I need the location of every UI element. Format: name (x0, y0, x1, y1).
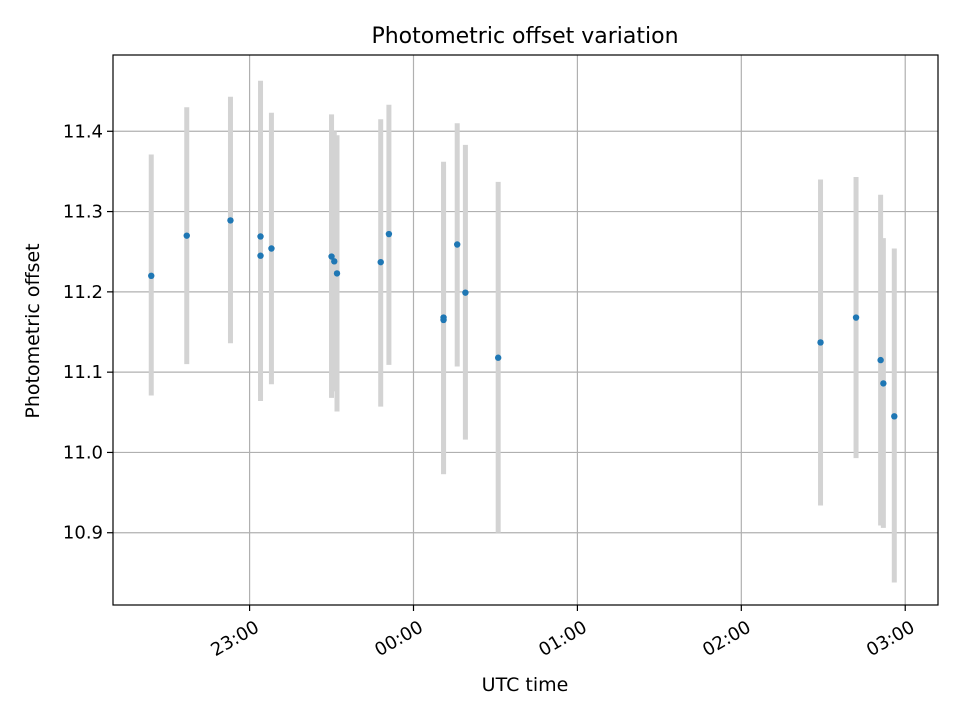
y-tick-label: 11.1 (63, 362, 103, 383)
y-axis-ticks: 10.9 11.0 11.1 11.2 11.3 11.4 (63, 121, 113, 544)
y-tick-label: 11.0 (63, 442, 103, 463)
data-point (333, 270, 341, 277)
data-point (877, 356, 884, 364)
y-tick-label: 11.4 (63, 121, 103, 142)
y-tick-label: 11.3 (63, 202, 103, 223)
chart-title: Photometric offset variation (371, 24, 678, 49)
x-tick-label: 23:00 (207, 617, 262, 661)
y-axis-label: Photometric offset (22, 243, 44, 418)
data-point (257, 233, 264, 240)
data-point (817, 339, 824, 346)
data-point (268, 245, 275, 252)
grid (113, 55, 938, 605)
data-point (891, 413, 898, 420)
x-tick-label: 03:00 (863, 617, 918, 661)
data-point (454, 241, 461, 248)
data-point (328, 253, 335, 260)
data-point (880, 380, 887, 387)
x-tick-label: 02:00 (699, 617, 754, 661)
data-point (385, 230, 393, 238)
data-points (148, 217, 898, 420)
y-tick-label: 11.2 (63, 282, 103, 303)
plot-frame (112, 54, 939, 606)
data-point (227, 217, 234, 224)
x-tick-label: 01:00 (535, 617, 590, 661)
data-point (331, 258, 338, 265)
data-point (148, 272, 155, 280)
data-point (257, 252, 264, 259)
y-tick-label: 10.9 (63, 523, 103, 544)
x-axis-ticks: 23:00 00:00 01:00 02:00 03:00 (207, 605, 918, 661)
data-point (852, 314, 860, 321)
plot-background (113, 55, 938, 605)
data-point (377, 258, 384, 266)
x-axis-label: UTC time (482, 674, 569, 696)
data-point (494, 354, 502, 361)
data-point (462, 289, 469, 296)
data-point (183, 232, 190, 239)
x-tick-label: 00:00 (371, 617, 426, 661)
data-point (440, 316, 447, 324)
